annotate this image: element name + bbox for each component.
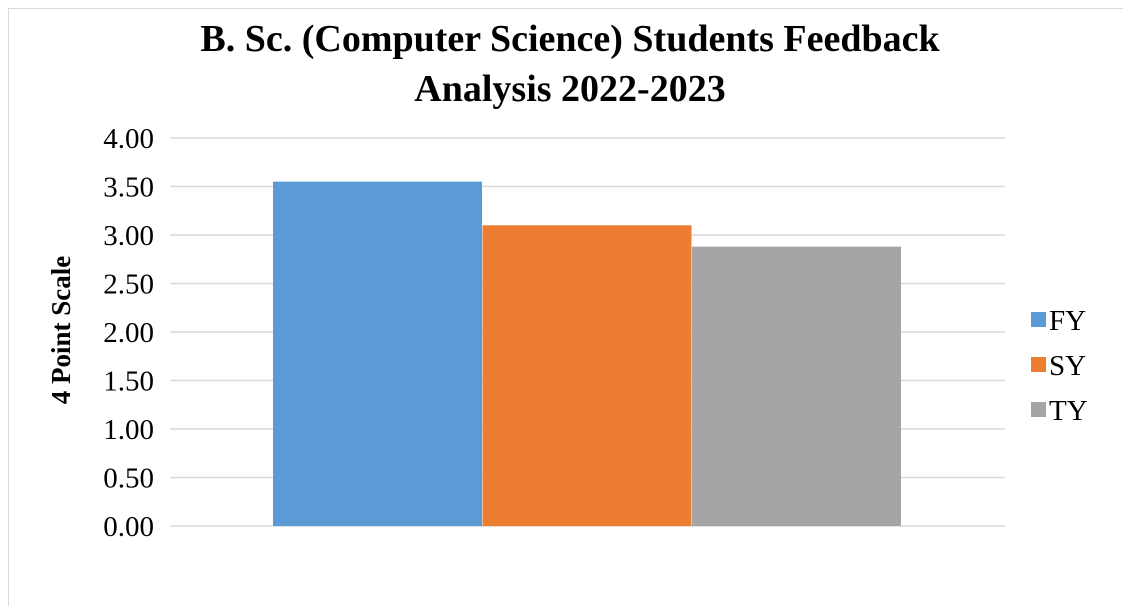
bar-sy [482,225,692,527]
y-axis-label: 4 Point Scale [46,256,76,405]
chart-title-line-1: B. Sc. (Computer Science) Students Feedb… [200,18,940,60]
chart-title: B. Sc. (Computer Science) Students Feedb… [0,14,1127,114]
legend-label-ty: TY [1049,395,1088,427]
y-tick-label: 3.00 [103,220,154,252]
bars [273,181,901,527]
y-tick-label: 1.50 [103,366,154,398]
y-tick-label: 0.50 [103,463,154,495]
y-tick-label: 4.00 [103,123,154,155]
y-tick-label: 1.00 [103,414,154,446]
y-tick-label: 3.50 [103,172,154,204]
legend-label-sy: SY [1049,350,1086,382]
legend-swatch-fy [1031,312,1046,327]
y-axis-ticks: 0.00 0.50 1.00 1.50 2.00 2.50 3.00 3.50 4.00 [103,123,154,543]
y-tick-label: 2.50 [103,269,154,301]
legend-swatch-sy [1031,357,1046,372]
chart-title-line-2: Analysis 2022-2023 [414,68,726,110]
bar-ty [692,246,901,526]
legend-label-fy: FY [1049,305,1086,337]
chart-frame [8,8,1123,606]
legend: FY SY TY [1031,305,1088,427]
legend-swatch-ty [1031,402,1046,417]
y-tick-label: 0.00 [103,511,154,543]
y-tick-label: 2.00 [103,317,154,349]
bar-fy [273,181,482,526]
